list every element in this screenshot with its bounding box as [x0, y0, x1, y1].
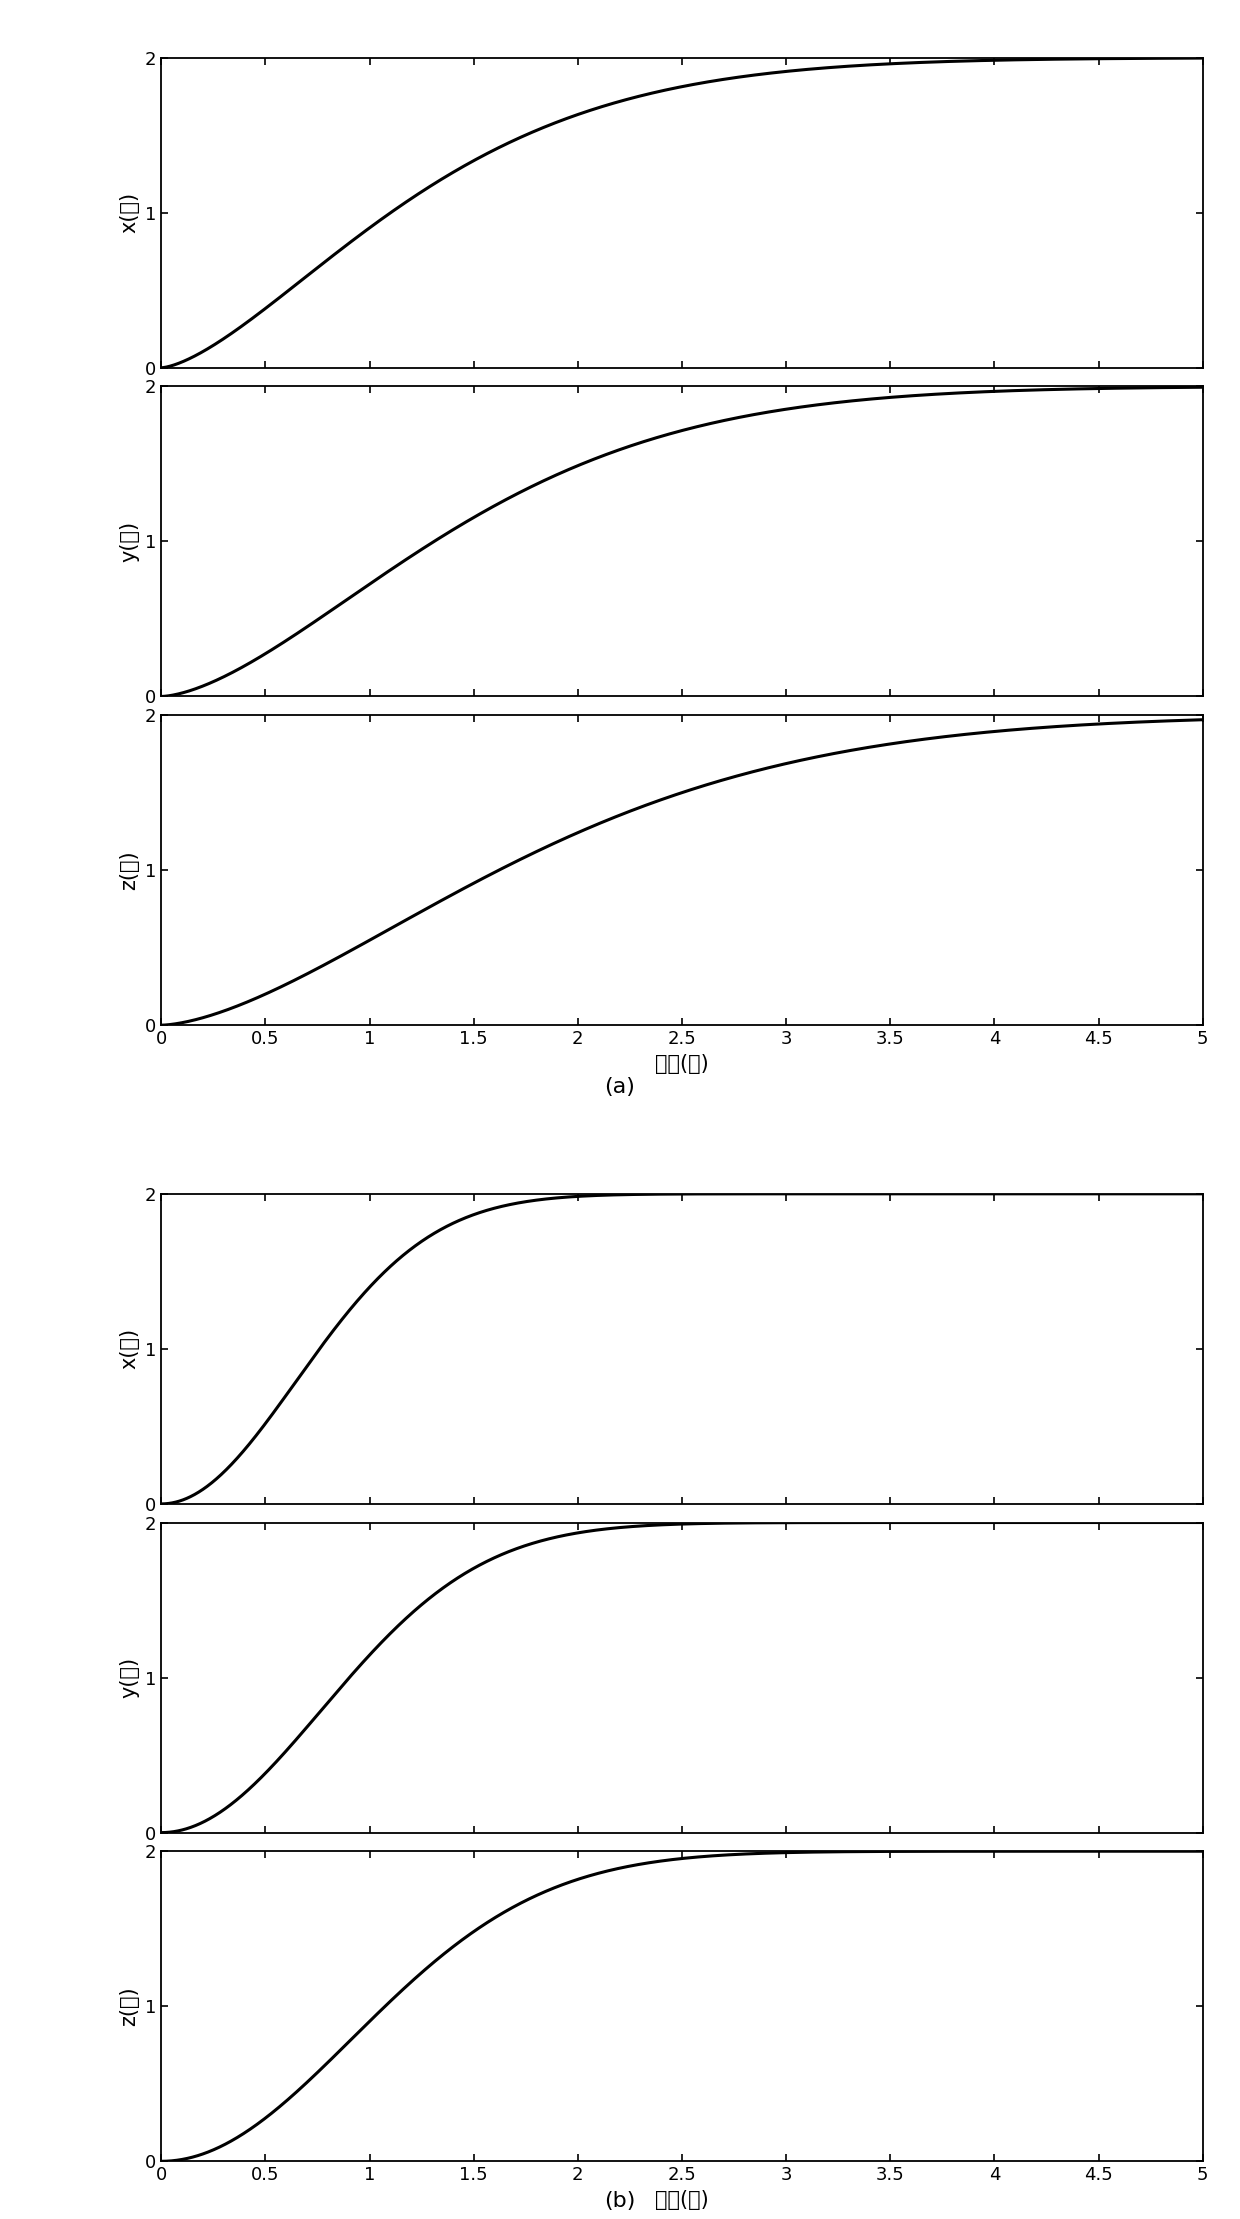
Y-axis label: y(米): y(米) [119, 1658, 139, 1698]
Text: (b): (b) [604, 2190, 636, 2212]
Y-axis label: x(米): x(米) [119, 193, 139, 233]
Y-axis label: z(米): z(米) [119, 850, 139, 890]
Y-axis label: y(米): y(米) [119, 521, 139, 561]
Y-axis label: z(米): z(米) [119, 1986, 139, 2026]
X-axis label: 时间(秒): 时间(秒) [655, 1054, 709, 1074]
Text: (a): (a) [605, 1076, 635, 1098]
X-axis label: 时间(秒): 时间(秒) [655, 2190, 709, 2210]
Y-axis label: x(米): x(米) [119, 1329, 139, 1369]
